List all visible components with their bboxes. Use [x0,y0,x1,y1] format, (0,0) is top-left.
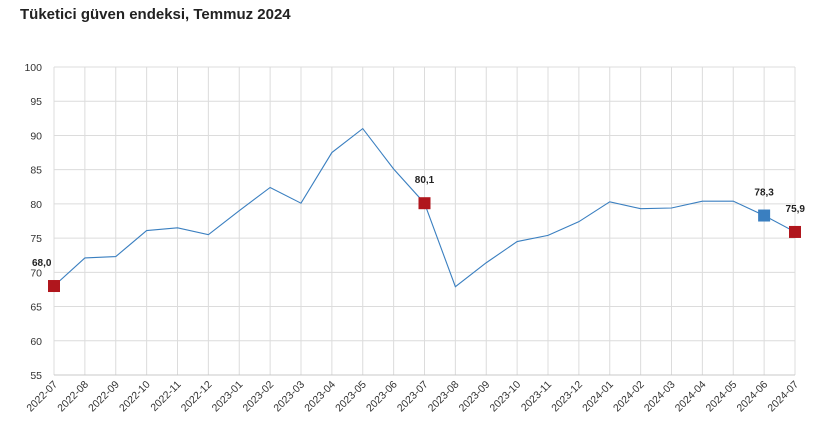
y-axis-ticks: 55 60 65 70 75 80 85 90 95 100 [24,62,42,382]
x-tick-label: 2023-09 [457,379,493,415]
x-tick-label: 2023-11 [519,379,554,414]
highlight-markers [48,197,801,293]
data-point-marker [418,197,431,210]
x-tick-label: 2023-06 [364,379,400,415]
y-tick-label: 70 [30,267,42,279]
x-tick-label: 2024-06 [735,379,771,415]
data-labels: 68,0 80,1 78,3 75,9 [32,175,805,269]
y-tick-label: 80 [30,199,42,211]
x-tick-label: 2022-09 [86,379,122,415]
y-tick-label: 100 [24,62,42,74]
data-label: 75,9 [786,204,806,215]
data-label: 78,3 [754,188,774,199]
data-point-marker [789,225,801,238]
y-tick-label: 90 [30,130,42,142]
x-tick-label: 2023-04 [302,379,338,415]
data-point-marker [48,280,60,293]
x-tick-label: 2022-12 [179,379,215,415]
x-tick-label: 2023-01 [210,379,246,415]
chart-title: Tüketici güven endeksi, Temmuz 2024 [20,6,291,23]
x-tick-label: 2022-10 [117,379,153,415]
x-tick-label: 2024-03 [642,379,678,415]
data-point-marker [758,209,771,222]
x-tick-label: 2024-01 [580,379,616,415]
x-tick-label: 2022-07 [24,379,60,415]
x-tick-label: 2024-04 [673,379,709,415]
x-axis-ticks: 2022-072022-082022-092022-102022-112022-… [24,379,801,415]
y-tick-label: 60 [30,336,42,348]
y-tick-label: 85 [30,165,42,177]
grid-lines [53,66,796,376]
x-tick-label: 2023-05 [333,379,369,415]
y-tick-label: 65 [30,302,42,314]
y-tick-label: 55 [30,370,42,382]
y-tick-label: 75 [30,233,42,245]
x-tick-label: 2022-11 [148,379,183,414]
x-tick-label: 2023-08 [426,379,462,415]
x-tick-label: 2024-05 [704,379,740,415]
x-tick-label: 2022-08 [55,379,91,415]
x-tick-label: 2023-07 [395,379,431,415]
x-tick-label: 2024-07 [765,379,801,415]
data-label: 68,0 [32,258,52,269]
x-tick-label: 2023-10 [488,379,524,415]
x-tick-label: 2023-02 [241,379,277,415]
x-tick-label: 2024-02 [611,379,647,415]
data-label: 80,1 [415,175,435,186]
x-tick-label: 2023-03 [271,379,307,415]
x-tick-label: 2023-12 [549,379,585,415]
y-tick-label: 95 [30,96,42,108]
